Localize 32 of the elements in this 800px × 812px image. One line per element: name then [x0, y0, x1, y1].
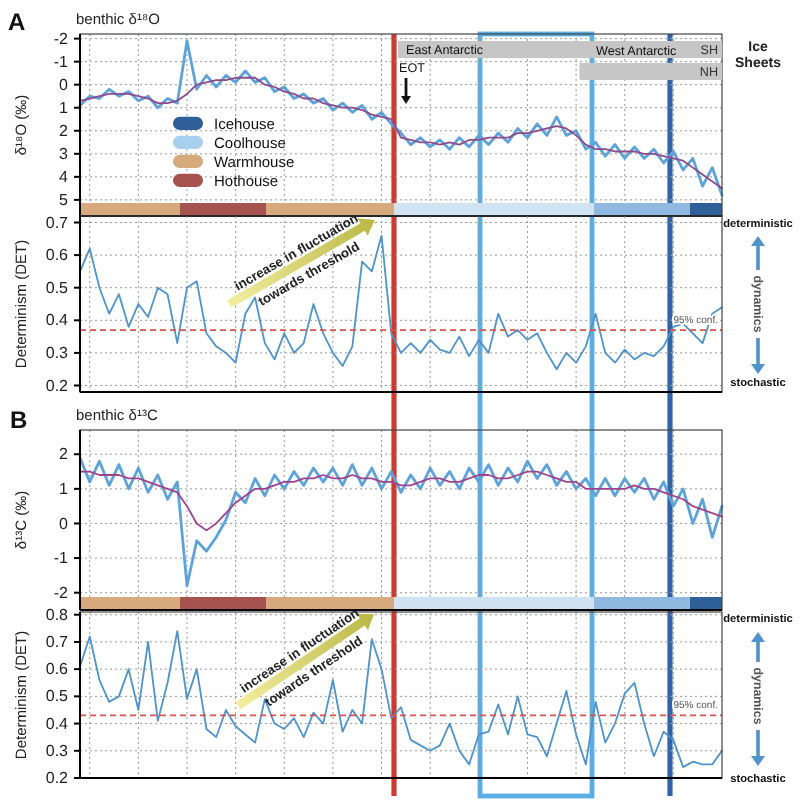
y-tick-label: 2: [59, 445, 70, 464]
y-tick-label: 2: [59, 121, 70, 140]
line-series: [79, 470, 723, 532]
y-tick-label: 0.3: [45, 741, 70, 760]
y-tick-label: -2: [53, 29, 70, 48]
line-series: [79, 76, 723, 190]
y-tick-label: 0.4: [45, 714, 70, 733]
text: A: [8, 8, 26, 36]
y-tick-label: 0.6: [45, 246, 70, 265]
line-series: [78, 39, 724, 197]
y-tick-label: 1: [59, 479, 70, 498]
y-tick-label: 0.4: [45, 311, 70, 330]
y-tick-label: 0.6: [45, 660, 70, 679]
y-tick-label: 0.7: [45, 213, 70, 232]
line-series: [78, 456, 724, 588]
y-tick-label: 0.5: [45, 278, 70, 297]
y-tick-label: -2: [53, 583, 70, 602]
y-tick-label: 0.2: [45, 376, 70, 395]
y-tick-label: 3: [59, 144, 70, 163]
y-tick-label: 0.5: [45, 687, 70, 706]
y-tick-label: 5: [59, 190, 70, 209]
y-tick-label: 0.3: [45, 344, 70, 363]
y-tick-label: 0: [59, 75, 70, 94]
y-tick-label: 0: [59, 514, 70, 533]
y-tick-label: 1: [59, 98, 70, 117]
text: B: [10, 406, 28, 434]
y-tick-label: 0.7: [45, 633, 70, 652]
y-tick-label: -1: [53, 549, 70, 568]
y-tick-label: 0.2: [45, 769, 70, 788]
y-tick-label: 0.8: [45, 605, 70, 624]
y-tick-label: -1: [53, 52, 70, 71]
y-tick-label: 4: [59, 167, 70, 186]
